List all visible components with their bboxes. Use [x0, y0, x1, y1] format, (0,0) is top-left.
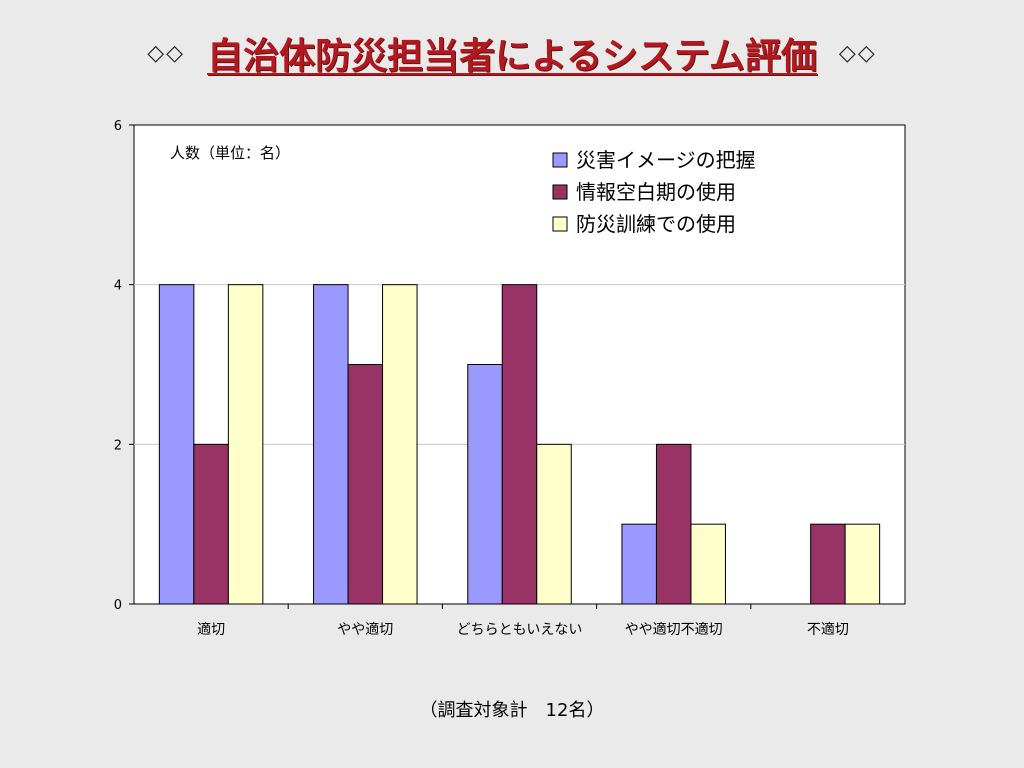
bar	[536, 443, 572, 605]
bar	[501, 284, 538, 605]
y-tick-label: 6	[114, 119, 122, 134]
bar	[382, 284, 418, 605]
title-suffix-diamonds: ◇◇	[838, 40, 877, 66]
y-tick-label: 0	[114, 598, 122, 613]
bar	[655, 443, 692, 605]
bar	[313, 284, 349, 605]
legend-swatch	[552, 184, 568, 200]
legend-label: 防災訓練での使用	[576, 212, 736, 236]
y-tick-label: 2	[114, 438, 122, 453]
bar	[158, 284, 195, 605]
y-tick-label: 4	[114, 279, 122, 294]
bar-chart: 0 2 4 6 適切 やや適切 どちらともいえない やや適切不適切 不適切 人数（単位：名） 災…	[114, 119, 906, 638]
legend-swatch	[552, 216, 568, 232]
survey-footnote: （調査対象計 12名）	[419, 700, 605, 721]
title-row: ◇◇ 自治体防災担当者によるシステム評価 ◇◇	[0, 28, 1024, 78]
legend-label: 情報空白期の使用	[576, 180, 736, 204]
bar	[810, 523, 846, 605]
bar	[690, 523, 726, 605]
x-tick-label: やや適切	[337, 621, 393, 638]
bar	[347, 364, 384, 605]
x-tick-label: どちらともいえない	[457, 622, 583, 638]
x-tick-label: 不適切	[807, 621, 849, 638]
bar	[621, 523, 657, 605]
bar	[844, 523, 881, 605]
slide-title: 自治体防災担当者によるシステム評価	[207, 36, 817, 77]
legend-label: 災害イメージの把握	[576, 148, 756, 172]
unit-label: 人数（単位：名）	[170, 144, 290, 162]
bar	[467, 364, 503, 605]
bar	[193, 443, 229, 605]
legend-swatch	[552, 152, 568, 168]
bar	[227, 284, 264, 605]
x-tick-label: やや適切不適切	[625, 621, 723, 638]
title-prefix-diamonds: ◇◇	[147, 40, 186, 66]
x-tick-label: 適切	[197, 621, 225, 638]
bars	[158, 284, 881, 605]
axes: 0 2 4 6 適切 やや適切 どちらともいえない やや適切不適切 不適切	[114, 119, 849, 638]
